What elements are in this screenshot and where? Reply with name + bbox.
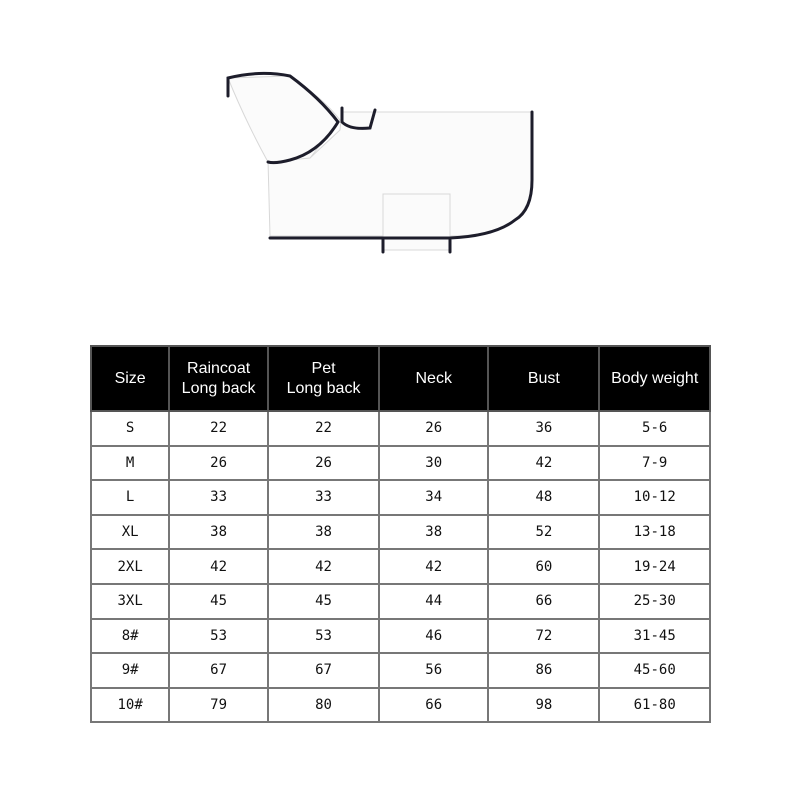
table-cell: 38 <box>378 513 490 551</box>
table-cell: 33 <box>266 479 381 516</box>
table-row: 9# 67 67 56 86 45-60 <box>89 652 711 689</box>
table-cell: 66 <box>487 582 601 620</box>
table-cell: 80 <box>266 686 381 724</box>
table-cell: 45 <box>266 582 381 620</box>
table-cell: S <box>89 410 171 447</box>
table-cell: 34 <box>378 479 490 516</box>
table-cell: 44 <box>378 582 490 620</box>
table-cell: 52 <box>487 513 601 551</box>
table-cell: 42 <box>378 548 490 585</box>
table-cell: 67 <box>266 652 381 689</box>
table-row: 10# 79 80 66 98 61-80 <box>89 686 711 724</box>
table-cell: 42 <box>168 548 269 585</box>
table-cell: 42 <box>266 548 381 585</box>
table-cell: 98 <box>487 686 601 724</box>
table-cell: 25-30 <box>598 582 711 620</box>
table-cell: 86 <box>487 652 601 689</box>
table-cell: 26 <box>378 410 490 447</box>
column-header: Bust <box>487 345 601 412</box>
table-cell: 48 <box>487 479 601 516</box>
column-header: Size <box>89 345 171 412</box>
table-cell: 33 <box>168 479 269 516</box>
table-cell: 45-60 <box>598 652 711 689</box>
table-row: XL 38 38 38 52 13-18 <box>89 513 711 551</box>
table-row: M 26 26 30 42 7-9 <box>89 444 711 482</box>
table-cell: 60 <box>487 548 601 585</box>
table-cell: 38 <box>266 513 381 551</box>
size-chart-table: Size Raincoat Long back Pet Long back Neck B… <box>89 345 711 724</box>
table-cell: 8# <box>89 617 171 655</box>
table-cell: 31-45 <box>598 617 711 655</box>
table-row: 8# 53 53 46 72 31-45 <box>89 617 711 655</box>
table-cell: 13-18 <box>598 513 711 551</box>
table-cell: 38 <box>168 513 269 551</box>
table-row: S 22 22 26 36 5-6 <box>89 410 711 447</box>
table-cell: XL <box>89 513 171 551</box>
table-cell: 26 <box>266 444 381 482</box>
table-cell: 56 <box>378 652 490 689</box>
table-cell: 53 <box>168 617 269 655</box>
table-cell: 30 <box>378 444 490 482</box>
column-header: Raincoat Long back <box>168 345 269 412</box>
table-cell: 5-6 <box>598 410 711 447</box>
table-cell: 53 <box>266 617 381 655</box>
table-cell: M <box>89 444 171 482</box>
column-header: Neck <box>378 345 490 412</box>
table-cell: 36 <box>487 410 601 447</box>
table-cell: 79 <box>168 686 269 724</box>
table-cell: 9# <box>89 652 171 689</box>
table-cell: 61-80 <box>598 686 711 724</box>
table-cell: 3XL <box>89 582 171 620</box>
column-header: Pet Long back <box>266 345 381 412</box>
table-header-row: Size Raincoat Long back Pet Long back Neck B… <box>89 345 711 412</box>
table-row: L 33 33 34 48 10-12 <box>89 479 711 516</box>
table-cell: 45 <box>168 582 269 620</box>
table-cell: 46 <box>378 617 490 655</box>
table-row: 2XL 42 42 42 60 19-24 <box>89 548 711 585</box>
table-cell: 22 <box>168 410 269 447</box>
raincoat-image <box>226 71 534 254</box>
table-cell: 26 <box>168 444 269 482</box>
table-cell: L <box>89 479 171 516</box>
table-cell: 19-24 <box>598 548 711 585</box>
column-header: Body weight <box>598 345 711 412</box>
table-cell: 2XL <box>89 548 171 585</box>
table-cell: 66 <box>378 686 490 724</box>
table-cell: 22 <box>266 410 381 447</box>
table-cell: 7-9 <box>598 444 711 482</box>
table-cell: 67 <box>168 652 269 689</box>
table-cell: 10# <box>89 686 171 724</box>
table-cell: 72 <box>487 617 601 655</box>
table-cell: 42 <box>487 444 601 482</box>
table-row: 3XL 45 45 44 66 25-30 <box>89 582 711 620</box>
table-cell: 10-12 <box>598 479 711 516</box>
